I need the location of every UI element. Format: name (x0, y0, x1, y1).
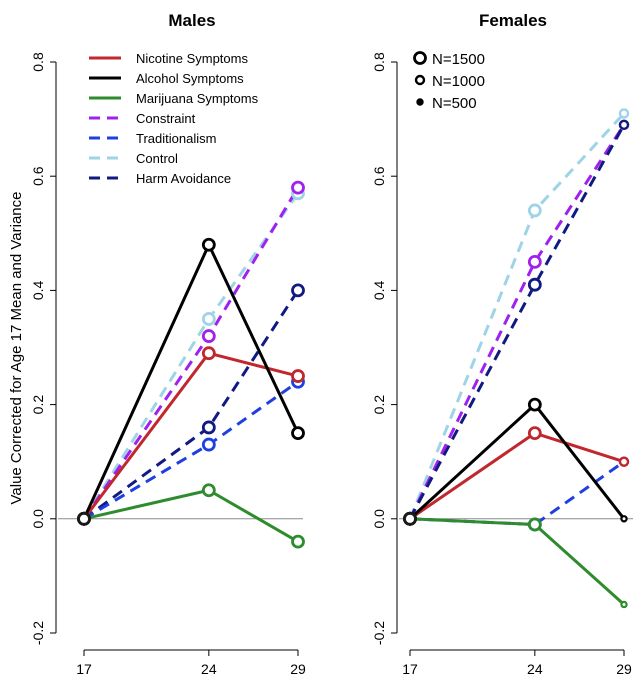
legend-label-nicotine-symptoms: Nicotine Symptoms (136, 51, 248, 66)
data-point-alcohol-symptoms (620, 515, 628, 523)
y-tick-label: 0.6 (30, 166, 46, 186)
series-line-alcohol-symptoms (408, 403, 626, 520)
data-point-alcohol-symptoms (527, 397, 542, 412)
data-point-constraint (527, 254, 542, 269)
series-line-marijuana-symptoms (409, 517, 626, 606)
size-legend-marker (413, 51, 427, 65)
series-line-constraint (408, 123, 626, 520)
panel-males: Males -0.2 0.0 0.2 0.4 0.6 0.8 17 24 29 Value Corr… (8, 11, 306, 677)
data-point-alcohol-symptoms (291, 426, 305, 441)
size-legend-marker (416, 98, 424, 106)
series-line-control (408, 112, 626, 520)
size-legend-marker (414, 74, 426, 86)
data-point-harm-avoidance (527, 277, 542, 292)
x-tick-label: 29 (616, 661, 632, 677)
panel-title: Females (479, 11, 547, 30)
data-point-nicotine-symptoms (201, 346, 216, 361)
panel-females: Females-0.20.00.20.40.60.817 24 29N=1500N=… (371, 11, 633, 677)
y-tick-label: 0.2 (30, 395, 46, 415)
size-legend-label: N=1000 (432, 73, 485, 90)
y-tick-label: 0.0 (371, 509, 387, 529)
legend-label-marijuana-symptoms: Marijuana Symptoms (136, 91, 259, 106)
data-point-harm-avoidance (291, 283, 305, 298)
size-legend-label: N=500 (432, 95, 477, 112)
legend-label-harm-avoidance: Harm Avoidance (136, 171, 231, 186)
x-tick-label: 17 (402, 661, 418, 677)
data-point-nicotine-symptoms (618, 456, 630, 467)
y-tick-label: -0.2 (371, 621, 387, 645)
data-point-marijuana-symptoms (527, 517, 542, 532)
y-tick-label: -0.2 (30, 621, 46, 645)
x-tick-label: 24 (201, 661, 217, 677)
data-point-nicotine-symptoms (527, 426, 542, 441)
data-point-nicotine-symptoms (291, 369, 305, 383)
series-line-harm-avoidance (408, 124, 626, 520)
data-point-marijuana-symptoms (77, 511, 91, 526)
data-point-harm-avoidance (201, 420, 216, 435)
x-tick-label: 24 (527, 661, 543, 677)
y-tick-label: 0.4 (30, 280, 46, 300)
legend-label-control: Control (136, 151, 178, 166)
data-point-alcohol-symptoms (201, 237, 216, 252)
legend-label-traditionalism: Traditionalism (136, 131, 216, 146)
data-point-control (618, 108, 630, 119)
y-tick-label: 0.8 (371, 52, 387, 72)
legend-label-alcohol-symptoms: Alcohol Symptoms (136, 71, 244, 86)
data-point-constraint (291, 180, 305, 195)
legend-label-constraint: Constraint (136, 111, 196, 126)
panel-title: Males (168, 11, 215, 30)
data-point-traditionalism (201, 437, 216, 452)
data-point-marijuana-symptoms (291, 534, 305, 549)
x-tick-label: 17 (76, 661, 92, 677)
data-point-constraint (201, 329, 216, 343)
y-axis-label: Value Corrected for Age 17 Mean and Vari… (8, 192, 25, 505)
series-line-traditionalism (409, 460, 625, 527)
y-tick-label: 0.6 (371, 166, 387, 186)
data-point-harm-avoidance (618, 119, 630, 131)
size-legend: N=1500 N=1000 N=500 (413, 51, 485, 112)
y-tick-label: 0.8 (30, 52, 46, 72)
x-tick-label: 29 (290, 661, 306, 677)
y-tick-label: 0.2 (371, 395, 387, 415)
y-tick-label: 0.4 (371, 280, 387, 300)
size-legend-label: N=1500 (432, 51, 485, 68)
series-legend: Nicotine Symptoms Alcohol Symptoms Marijua… (89, 51, 259, 186)
series-line-harm-avoidance (83, 289, 300, 521)
data-point-control (527, 203, 542, 218)
series-line-marijuana-symptoms (83, 488, 299, 543)
y-tick-label: 0.0 (30, 509, 46, 529)
data-point-marijuana-symptoms (620, 600, 628, 609)
data-point-marijuana-symptoms (403, 511, 417, 526)
data-point-marijuana-symptoms (201, 483, 216, 498)
data-point-control (201, 312, 216, 326)
